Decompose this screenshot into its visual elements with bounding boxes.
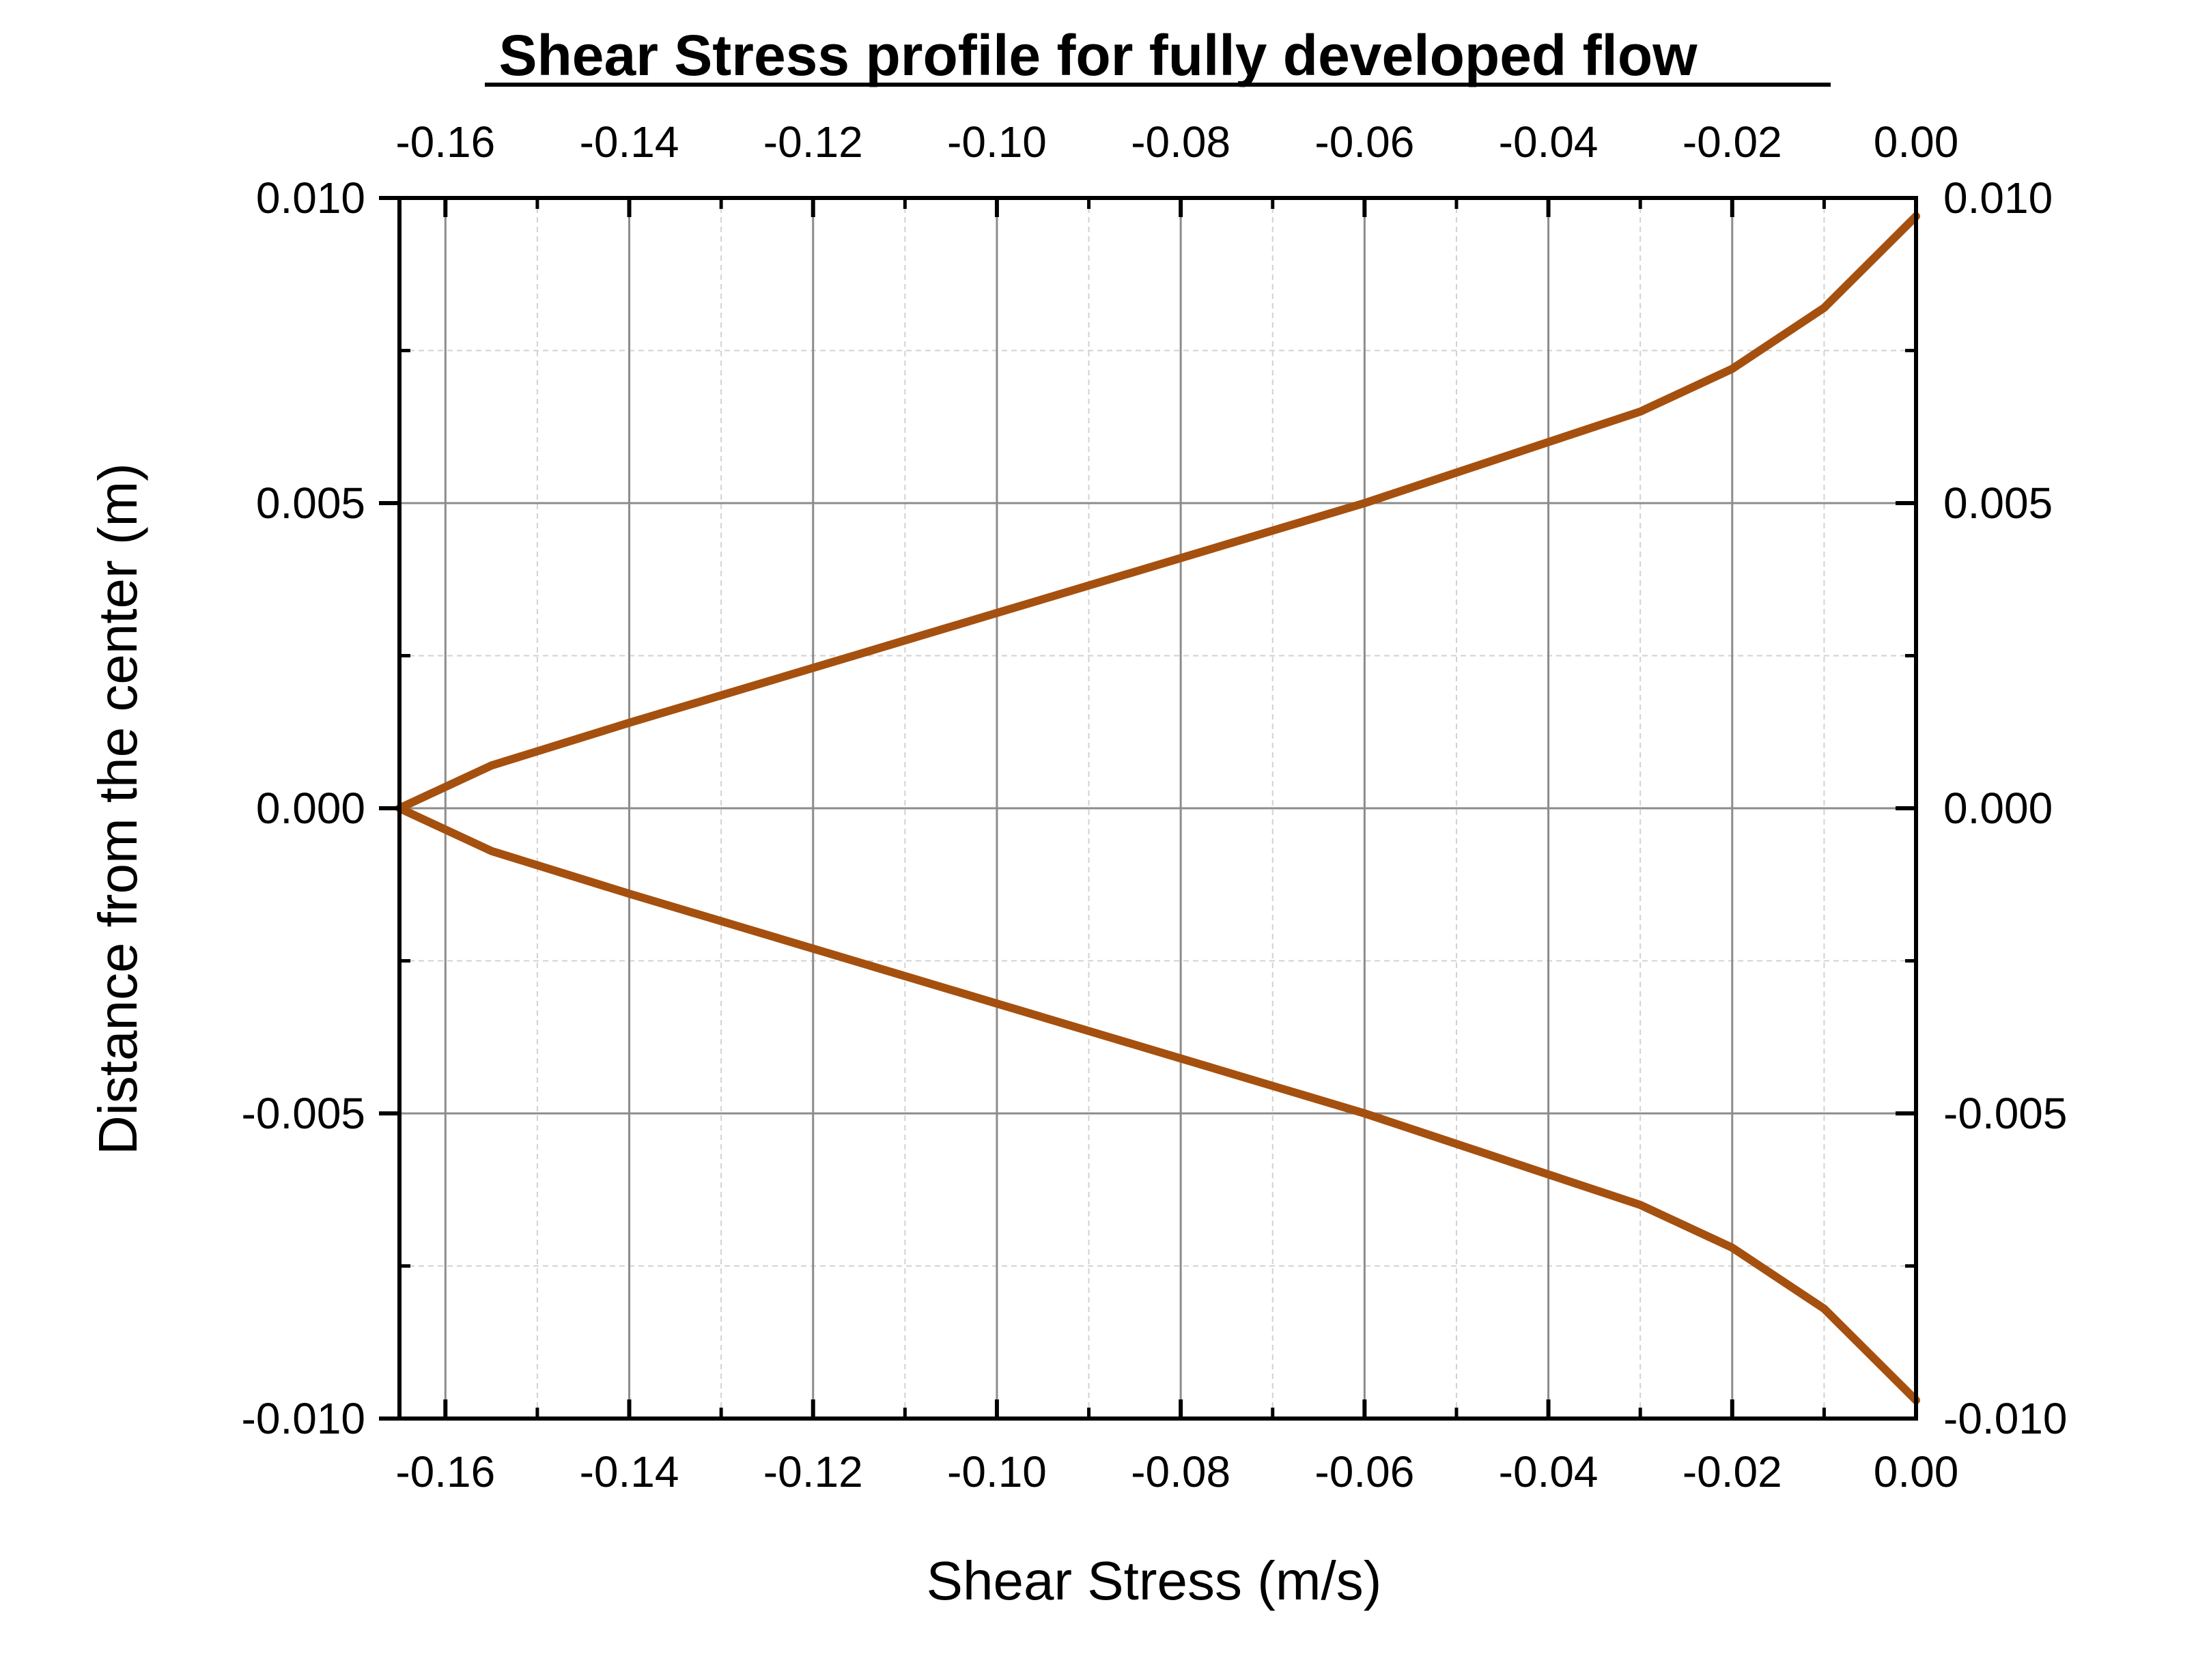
y-tick-label-right: 0.005 <box>1943 479 2053 528</box>
x-tick-label-bottom: -0.08 <box>1131 1447 1230 1496</box>
tick-labels: -0.16 -0.16 -0.14 -0.14 -0.12 -0.12 -0.10 -0.10… <box>242 117 2068 1496</box>
x-tick-label-bottom: -0.02 <box>1683 1447 1782 1496</box>
x-tick-label-top: -0.06 <box>1314 117 1414 167</box>
x-tick-label-top: -0.14 <box>580 117 679 167</box>
y-tick-label-right: 0.000 <box>1943 784 2053 833</box>
y-tick-label-left: 0.000 <box>256 784 365 833</box>
x-tick-label-bottom: -0.14 <box>580 1447 679 1496</box>
y-tick-label-left: -0.010 <box>242 1394 365 1443</box>
x-axis-label: Shear Stress (m/s) <box>927 1550 1382 1611</box>
axis-ticks <box>379 196 1918 1421</box>
y-tick-label-left: 0.005 <box>256 479 365 528</box>
x-tick-label-top: -0.02 <box>1683 117 1782 167</box>
x-tick-label-top: -0.16 <box>395 117 495 167</box>
y-tick-label-right: -0.005 <box>1943 1089 2067 1138</box>
y-tick-label-left: -0.005 <box>242 1089 365 1138</box>
x-tick-label-bottom: -0.12 <box>763 1447 863 1496</box>
x-tick-label-top: -0.04 <box>1499 117 1599 167</box>
x-tick-label-bottom: -0.10 <box>947 1447 1047 1496</box>
y-tick-label-right: -0.010 <box>1943 1394 2067 1443</box>
x-tick-label-bottom: 0.00 <box>1874 1447 1959 1496</box>
y-tick-label-right: 0.010 <box>1943 173 2053 223</box>
x-tick-label-bottom: -0.04 <box>1499 1447 1599 1496</box>
y-axis-label: Distance from the center (m) <box>87 463 148 1155</box>
x-tick-label-bottom: -0.06 <box>1314 1447 1414 1496</box>
chart-title: Shear Stress profile for fully developed… <box>498 23 1698 87</box>
x-tick-label-top: -0.10 <box>947 117 1047 167</box>
x-tick-label-top: -0.12 <box>763 117 863 167</box>
x-tick-label-top: 0.00 <box>1874 117 1959 167</box>
grid <box>399 198 1917 1419</box>
x-tick-label-top: -0.08 <box>1131 117 1230 167</box>
y-tick-label-left: 0.010 <box>256 173 365 223</box>
x-tick-label-bottom: -0.16 <box>395 1447 495 1496</box>
